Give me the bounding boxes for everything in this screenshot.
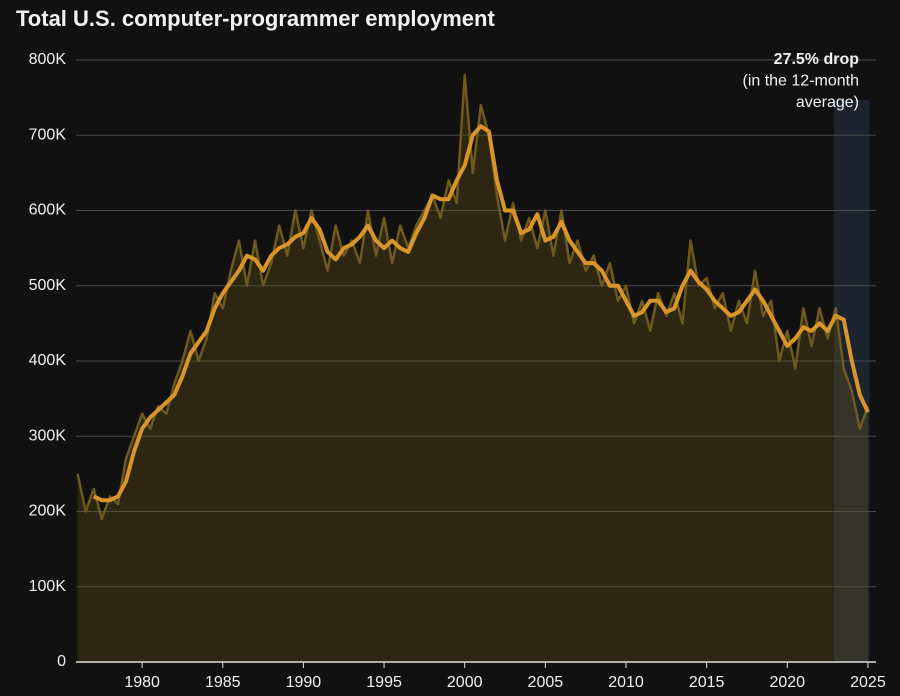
line xyxy=(92,124,870,503)
y-tick-label: 800K xyxy=(29,51,67,68)
x-tick-label: 2010 xyxy=(608,674,644,691)
y-tick-label: 0 xyxy=(57,653,66,670)
x-tick-label: 1990 xyxy=(286,674,322,691)
annotation: (in the 12-month xyxy=(742,73,859,90)
x-tick-label: 2000 xyxy=(447,674,483,691)
annotation: 27.5% drop xyxy=(774,51,860,68)
y-tick-label: 700K xyxy=(29,126,67,143)
y-tick-label: 100K xyxy=(29,578,67,595)
x-tick-label: 1995 xyxy=(366,674,402,691)
x-tick-label: 2005 xyxy=(528,674,564,691)
y-tick-label: 400K xyxy=(29,352,67,369)
annotation: average) xyxy=(796,94,859,111)
x-tick-label: 1980 xyxy=(124,674,160,691)
highlight-band xyxy=(834,100,870,662)
x-tick-label: 2025 xyxy=(850,674,886,691)
y-tick-label: 300K xyxy=(29,427,67,444)
y-tick-label: 500K xyxy=(29,277,67,294)
area xyxy=(77,75,868,663)
chart-title: Total U.S. computer-programmer employmen… xyxy=(16,6,495,31)
y-tick-label: 600K xyxy=(29,202,67,219)
x-tick-label: 2020 xyxy=(769,674,805,691)
x-tick-label: 2015 xyxy=(689,674,725,691)
x-tick-label: 1985 xyxy=(205,674,241,691)
y-tick-label: 200K xyxy=(29,503,67,520)
